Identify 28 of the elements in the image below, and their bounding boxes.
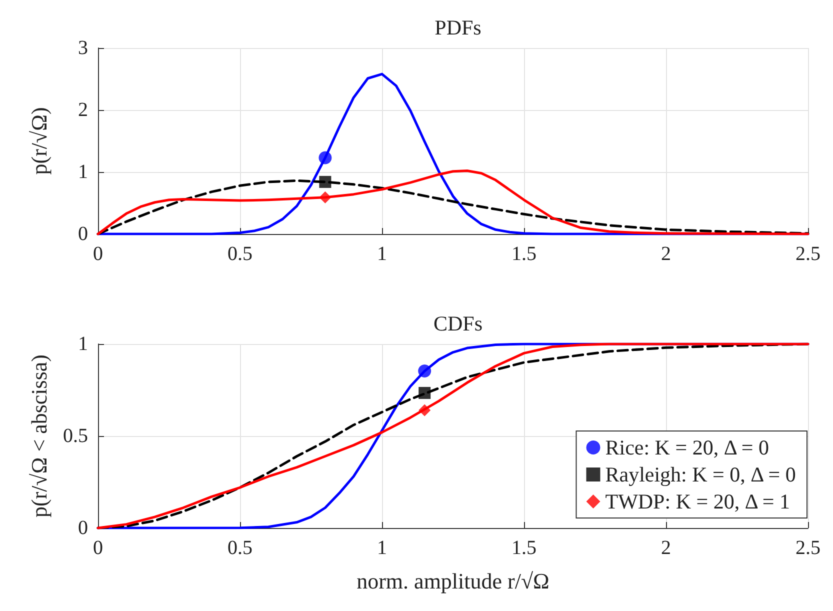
x-tick-label: 1 (377, 243, 387, 265)
x-tick-label: 2 (661, 537, 671, 559)
y-axis-title: p(r/√Ω < abscissa) (26, 354, 52, 518)
x-tick-label: 0 (93, 243, 103, 265)
y-tick-label: 0 (78, 223, 88, 245)
chart-title: CDFs (433, 312, 483, 336)
legend-label: Rayleigh: K = 0, Δ = 0 (605, 462, 796, 486)
y-tick-label: 3 (78, 37, 88, 59)
x-tick-label: 1.5 (512, 537, 536, 559)
legend-label: TWDP: K = 20, Δ = 1 (605, 490, 790, 514)
line-series (96, 342, 810, 530)
y-tick-label: 1 (78, 333, 88, 355)
x-tick-label: 0.5 (228, 537, 252, 559)
chart-title: PDFs (434, 16, 482, 40)
x-tick-label: 1.5 (512, 243, 536, 265)
y-tick-label: 0.5 (63, 425, 88, 447)
x-tick-label: 0 (93, 537, 103, 559)
y-tick-label: 0 (78, 517, 88, 539)
x-tick-label: 0.5 (228, 243, 252, 265)
x-axis-title: norm. amplitude r/√Ω (356, 568, 550, 594)
x-tick-label: 1 (377, 537, 387, 559)
y-axis-title: p(r/√Ω) (26, 107, 52, 175)
x-tick-label: 2.5 (796, 243, 820, 265)
y-tick-label: 1 (78, 161, 88, 183)
x-tick-label: 2 (661, 243, 671, 265)
legend-label: Rice: K = 20, Δ = 0 (605, 436, 770, 460)
x-tick-label: 2.5 (796, 537, 820, 559)
y-tick-label: 2 (78, 99, 88, 121)
